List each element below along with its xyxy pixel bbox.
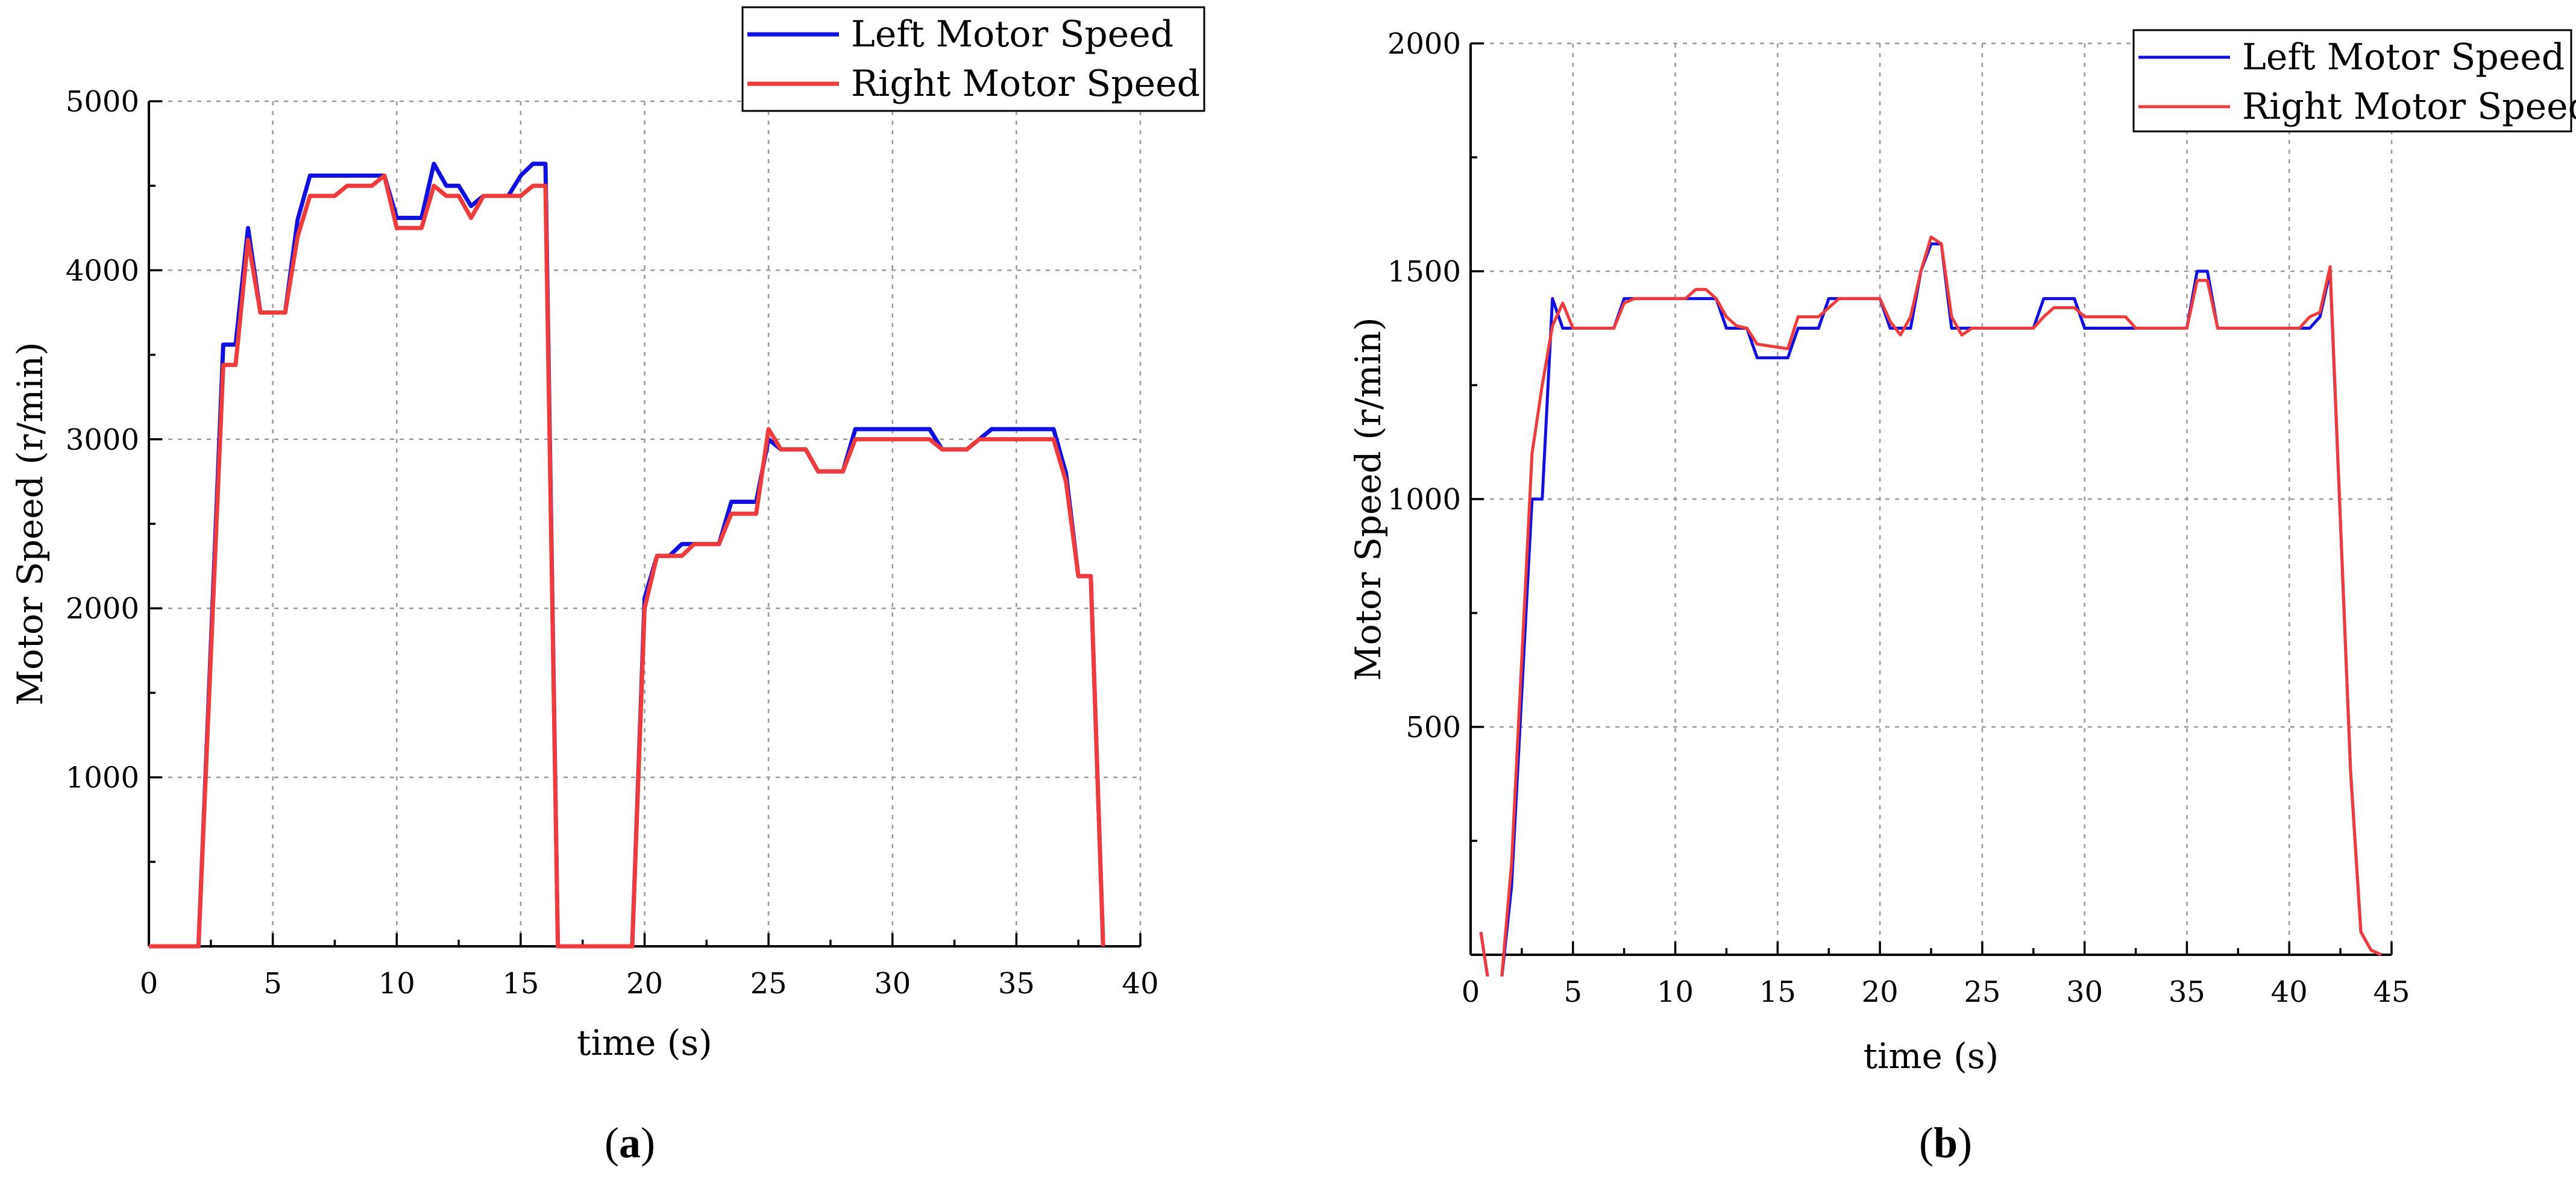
- x-tick-label: 10: [1657, 975, 1694, 1009]
- x-tick-label: 5: [263, 967, 282, 1001]
- x-tick-label: 30: [874, 967, 911, 1001]
- x-tick-label: 5: [1564, 975, 1583, 1009]
- series-line-right-motor: [149, 173, 1105, 949]
- x-tick-label: 30: [2066, 975, 2103, 1009]
- chart-panel-b: 0 5 10 15 20 25 30 35 40 45 500 1000 1500 2000 time (s…: [1348, 27, 2576, 1167]
- legend-label: Left Motor Speed: [851, 13, 1173, 55]
- series-line-left-motor: [1479, 242, 2383, 976]
- y-tick-label: 2000: [66, 592, 139, 626]
- x-tick-label: 40: [1122, 967, 1158, 1001]
- x-tick-label: 40: [2271, 975, 2308, 1009]
- series-line-right-motor: [1479, 235, 2383, 976]
- x-axis-title: time (s): [1864, 1036, 1999, 1077]
- x-tick-label: 25: [1964, 975, 2000, 1009]
- x-tick-label: 35: [2169, 975, 2205, 1009]
- panel-caption: (a): [605, 1119, 655, 1167]
- y-tick-label: 5000: [66, 85, 139, 119]
- y-tick-label: 4000: [66, 254, 139, 288]
- x-tick-label: 20: [1862, 975, 1899, 1009]
- y-tick-label: 1000: [66, 761, 139, 795]
- x-tick-label: 45: [2373, 975, 2410, 1009]
- x-tick-label: 0: [140, 967, 159, 1001]
- y-tick-label: 2000: [1387, 27, 1461, 61]
- x-tick-label: 15: [1759, 975, 1796, 1009]
- chart-panel-a: 0 5 10 15 20 25 30 35 40 1000 2000 3000 4000 5000 time…: [10, 6, 1205, 1167]
- y-axis-title: Motor Speed (r/min): [1348, 317, 1389, 681]
- y-tick-label: 3000: [66, 423, 139, 457]
- y-tick-label: 500: [1406, 711, 1461, 744]
- legend: Left Motor Speed Right Motor Speed: [2132, 29, 2576, 133]
- legend-box: [741, 6, 1205, 112]
- legend: Left Motor Speed Right Motor Speed: [741, 6, 1205, 112]
- x-tick-label: 10: [379, 967, 415, 1001]
- legend-label: Right Motor Speed: [851, 63, 1200, 105]
- x-tick-label: 0: [1462, 975, 1480, 1009]
- x-tick-label: 35: [998, 967, 1035, 1001]
- y-axis-title: Motor Speed (r/min): [10, 342, 51, 705]
- x-tick-label: 15: [502, 967, 539, 1001]
- panel-caption: (b): [1919, 1119, 1972, 1167]
- x-tick-label: 25: [750, 967, 787, 1001]
- y-tick-label: 1500: [1387, 255, 1461, 289]
- x-axis-title: time (s): [577, 1022, 712, 1063]
- legend-label: Left Motor Speed: [2242, 36, 2565, 78]
- legend-box: [2132, 29, 2572, 133]
- legend-label: Right Motor Speed: [2242, 86, 2576, 128]
- y-tick-label: 1000: [1387, 483, 1461, 517]
- x-tick-label: 20: [626, 967, 663, 1001]
